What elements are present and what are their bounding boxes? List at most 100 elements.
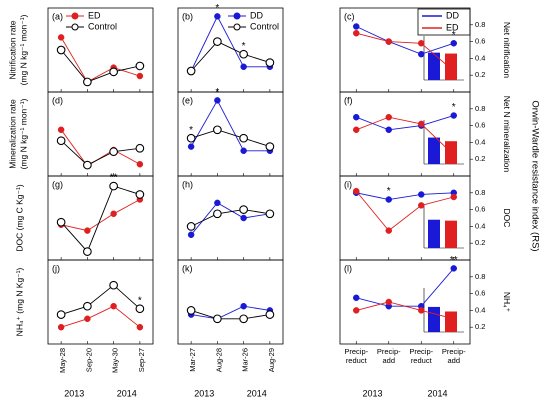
marker	[450, 315, 457, 323]
panel-frame	[177, 259, 284, 345]
marker	[240, 302, 247, 310]
marker	[187, 231, 195, 239]
inset-bar	[428, 306, 440, 332]
y-tick-label: 0.6	[475, 37, 485, 46]
marker	[239, 314, 248, 324]
marker	[56, 217, 66, 227]
x-tick-label: Aug-28	[214, 348, 223, 372]
marker	[450, 193, 457, 201]
marker	[109, 280, 118, 290]
series-line	[190, 15, 270, 72]
series-line	[60, 284, 141, 316]
marker	[213, 209, 222, 219]
y-tick-label: 0.4	[475, 53, 485, 62]
marker	[136, 160, 144, 168]
inset-bar	[428, 137, 440, 164]
series-line	[190, 129, 271, 148]
y-tick-label: 0.8	[475, 188, 485, 197]
annotation: *	[138, 295, 142, 306]
marker	[353, 187, 360, 195]
row-label: Mineralization rate	[7, 99, 17, 169]
series-line	[190, 99, 270, 152]
marker	[265, 209, 275, 219]
year-label: 2014	[427, 388, 447, 398]
panel-label: (d)	[52, 95, 63, 105]
y-tick-label: 0.8	[475, 104, 485, 113]
year-label: 2014	[247, 388, 267, 398]
legend-label: ED	[446, 22, 459, 32]
panel-frame	[177, 175, 284, 261]
y-tick-label: 0.6	[475, 289, 485, 298]
marker	[450, 40, 457, 47]
row-label: Nitrification rate	[7, 20, 17, 79]
y-tick-label: 0.6	[475, 205, 485, 214]
marker	[385, 227, 392, 234]
x-tick-label: Sep-27	[137, 348, 146, 372]
x-tick-label: reduct	[411, 356, 433, 365]
y-tick-label: 0.8	[475, 20, 485, 29]
marker	[265, 310, 275, 319]
legend-marker	[71, 23, 79, 31]
x-tick-label: Mar-27	[188, 348, 197, 372]
marker	[353, 307, 360, 314]
x-tick-label: add	[447, 356, 460, 365]
series-line	[190, 41, 271, 72]
inset-bar	[428, 52, 440, 80]
marker	[385, 113, 392, 121]
y-tick-label: 0.2	[475, 322, 485, 331]
annotation: **	[110, 173, 118, 184]
legend-label: ED	[88, 10, 101, 20]
annotation: *	[452, 30, 456, 41]
marker	[353, 294, 360, 302]
marker	[239, 133, 248, 143]
series-line	[356, 116, 455, 156]
marker	[136, 323, 144, 331]
marker	[385, 298, 392, 306]
annotation: *	[242, 41, 246, 52]
marker	[240, 63, 247, 71]
inset-bar	[445, 220, 457, 248]
marker	[136, 72, 144, 80]
marker	[186, 66, 196, 76]
marker	[187, 143, 195, 150]
y-tick-label: 0.4	[475, 305, 485, 314]
annotation: **	[450, 255, 458, 266]
panel-label: (e)	[182, 95, 193, 105]
marker	[83, 77, 92, 87]
y-tick-label: 0.2	[475, 70, 485, 79]
marker	[214, 199, 221, 207]
panel-label: (f)	[344, 95, 353, 105]
y-tick-label: 0.2	[475, 238, 485, 247]
marker	[213, 37, 222, 46]
marker	[214, 13, 221, 20]
year-label: 2013	[194, 388, 214, 398]
marker	[239, 205, 248, 214]
marker	[57, 34, 65, 41]
y-tick-label: 0.2	[475, 154, 485, 163]
inset-bar	[445, 53, 457, 80]
marker	[57, 126, 65, 134]
row-label: NH₄⁺ (mg N Kg⁻¹)	[14, 268, 24, 337]
series-line	[60, 305, 141, 328]
legend-label: Control	[250, 21, 279, 31]
annotation: *	[215, 87, 219, 98]
series-line	[60, 185, 141, 253]
panel-label: (k)	[182, 263, 193, 273]
marker	[186, 306, 196, 315]
series-line	[356, 26, 454, 55]
marker	[240, 214, 247, 222]
marker	[109, 147, 118, 156]
series-line	[356, 32, 455, 72]
year-label: 2013	[362, 388, 382, 398]
marker	[239, 49, 248, 59]
x-tick-label: Precip-	[442, 347, 466, 356]
panel-label: (b)	[182, 11, 193, 21]
x-tick-label: Precip-	[377, 347, 401, 356]
marker	[385, 126, 392, 134]
series-line	[356, 301, 454, 320]
x-tick-label: Mar-26	[241, 348, 250, 372]
marker	[57, 323, 65, 331]
series-line	[356, 115, 454, 131]
panel-label: (l)	[344, 263, 352, 273]
annotation: *	[189, 125, 193, 136]
